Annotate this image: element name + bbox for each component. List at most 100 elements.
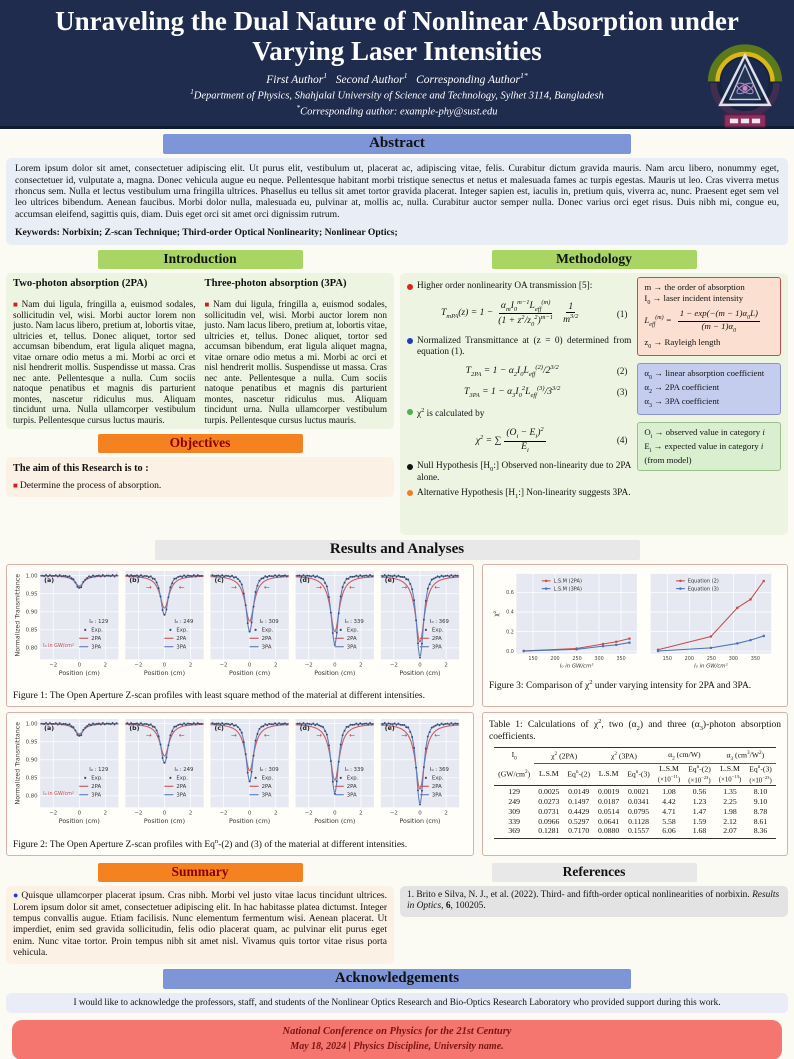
svg-text:Equation (2): Equation (2) (688, 579, 719, 585)
svg-text:←: ← (264, 730, 270, 739)
svg-text:I₀ in GW/cm²: I₀ in GW/cm² (43, 643, 74, 649)
svg-text:Position (cm): Position (cm) (59, 818, 100, 825)
svg-text:−2: −2 (49, 663, 57, 669)
svg-text:Exp.: Exp. (91, 775, 103, 781)
svg-text:−2: −2 (305, 810, 313, 816)
svg-text:3PA: 3PA (432, 792, 442, 798)
table-cell: 1.23 (692, 796, 707, 806)
svg-text:→: → (146, 730, 152, 739)
svg-text:0: 0 (78, 663, 82, 669)
methodology-legend-boxes: m → the order of absorption I0 → laser i… (637, 277, 781, 504)
svg-text:←: ← (349, 583, 355, 592)
svg-text:150: 150 (528, 656, 537, 662)
svg-text:0.4: 0.4 (506, 610, 514, 616)
bullet-dot-icon (407, 490, 413, 497)
svg-text:I₀ : 339: I₀ : 339 (345, 767, 364, 773)
table-cell: 1.59 (692, 816, 707, 826)
acknowledgements-body: I would like to acknowledge the professo… (6, 992, 788, 1013)
svg-text:0.2: 0.2 (506, 629, 514, 635)
svg-text:250: 250 (572, 656, 581, 662)
table-group-header: I0 (494, 746, 535, 764)
table-subheader: Eqn-(3) (×10−23) (749, 764, 772, 784)
methodology-header: Methodology (491, 250, 697, 270)
svg-text:0.80: 0.80 (26, 646, 39, 652)
table-row: 249 0.0273 0.1497 0.0187 0.0341 4.42 1.23 2.25 9… (494, 797, 776, 807)
svg-text:I₀ : 309: I₀ : 309 (260, 767, 279, 773)
figure-3-caption: Figure 3: Comparison of χ2 under varying… (489, 679, 752, 692)
table-cell: 309 (508, 806, 520, 816)
svg-text:3PA: 3PA (347, 645, 357, 651)
conference-footer: National Conference on Physics for the 2… (12, 1019, 782, 1059)
svg-text:2: 2 (359, 663, 362, 669)
svg-text:I₀ : 129: I₀ : 129 (89, 767, 108, 773)
table-row: 309 0.0731 0.4429 0.0514 0.0795 4.71 1.47 1.98 8… (494, 807, 776, 817)
svg-text:2: 2 (189, 810, 192, 816)
svg-text:(d): (d) (300, 577, 310, 584)
svg-text:Position (cm): Position (cm) (59, 670, 100, 677)
svg-text:Exp.: Exp. (91, 628, 103, 634)
svg-text:(b): (b) (129, 577, 139, 584)
svg-text:(a): (a) (44, 577, 54, 584)
svg-text:Position (cm): Position (cm) (144, 818, 185, 825)
svg-text:150: 150 (663, 656, 672, 662)
svg-text:Exp.: Exp. (347, 628, 359, 634)
svg-text:2PA: 2PA (176, 636, 186, 642)
table-cell: 1.47 (692, 806, 707, 816)
svg-text:0: 0 (333, 663, 337, 669)
svg-text:350: 350 (616, 656, 625, 662)
svg-text:I₀ : 339: I₀ : 339 (345, 619, 364, 625)
svg-text:Exp.: Exp. (347, 775, 359, 781)
figure-2-chart: (a) I₀ : 129 Exp. 2PA 3PA −2 0 2 Position (cm) 0.… (15, 718, 460, 825)
bullet-dot-icon (407, 283, 413, 290)
svg-text:L.S.M (2PA): L.S.M (2PA) (553, 579, 582, 585)
table-cell: 0.1557 (623, 827, 654, 840)
svg-text:2PA: 2PA (262, 784, 272, 790)
table-1-caption: Table 1: Calculations of χ2, two (α2) an… (489, 717, 782, 743)
summary-text: Quisque ullamcorper placerat ipsum. Cras… (13, 891, 388, 959)
svg-text:(a): (a) (44, 725, 54, 732)
affiliation-line: 1Department of Physics, Shahjalal Univer… (190, 88, 604, 102)
figure-2-caption: Figure 2: The Open Aperture Z-scan profi… (13, 838, 408, 851)
table-cell: 0.1281 (534, 827, 564, 840)
svg-text:Position (cm): Position (cm) (399, 670, 440, 677)
svg-text:χ²: χ² (493, 611, 500, 617)
objectives-header: Objectives (97, 434, 303, 454)
reference-item: 1. Brito e Silva, N. J., et al. (2022). … (407, 890, 780, 912)
bullet-square-icon: ■ (13, 300, 20, 310)
svg-text:Exp.: Exp. (176, 775, 188, 781)
methodology-item-2: Normalized Transmittance at (z = 0) dete… (407, 336, 631, 358)
svg-text:300: 300 (729, 656, 738, 662)
svg-text:3PA: 3PA (347, 792, 357, 798)
table-cell: 8.10 (745, 785, 776, 798)
table-cell: 0.0514 (598, 806, 620, 816)
svg-text:I₀ : 309: I₀ : 309 (260, 619, 279, 625)
abstract-body: Lorem ipsum dolor sit amet, consectetuer… (6, 158, 788, 246)
results-table: I0 χ2 (2PA) χ2 (3PA) α2 (cm/W) α3 (cm3/W2) (G… (494, 746, 776, 840)
table-cell: 0.0795 (627, 806, 650, 816)
bullet-square-icon: ■ (204, 300, 212, 310)
svg-text:300: 300 (594, 656, 603, 662)
svg-text:−2: −2 (220, 663, 228, 669)
university-crest-icon (707, 44, 783, 128)
abstract-text: Lorem ipsum dolor sit amet, consectetuer… (15, 163, 779, 220)
svg-text:0: 0 (418, 663, 422, 669)
svg-text:0.85: 0.85 (26, 775, 38, 781)
svg-text:250: 250 (707, 656, 716, 662)
svg-text:I₀ : 129: I₀ : 129 (89, 619, 108, 625)
svg-text:Position (cm): Position (cm) (229, 818, 270, 825)
table-subheader: Eqn-(3) (627, 769, 650, 779)
svg-text:2: 2 (189, 663, 192, 669)
table-row: 129 0.0025 0.0149 0.0019 0.0021 1.08 0.56 1.35 8… (494, 785, 776, 798)
svg-text:3PA: 3PA (176, 645, 186, 651)
table-cell: 0.0880 (594, 827, 624, 840)
svg-text:3PA: 3PA (91, 792, 101, 798)
table-cell: 8.36 (745, 827, 776, 840)
bullet-dot-icon (407, 409, 413, 416)
table-cell: 0.0341 (627, 796, 650, 806)
svg-text:Exp.: Exp. (432, 628, 444, 634)
svg-text:0: 0 (248, 810, 252, 816)
parameters-box: m → the order of absorption I0 → laser i… (637, 277, 781, 356)
svg-text:←: ← (264, 583, 270, 592)
table-subheader: L.S.M (×10−11) (657, 763, 681, 783)
svg-text:I₀ in GW/cm²: I₀ in GW/cm² (694, 662, 728, 669)
